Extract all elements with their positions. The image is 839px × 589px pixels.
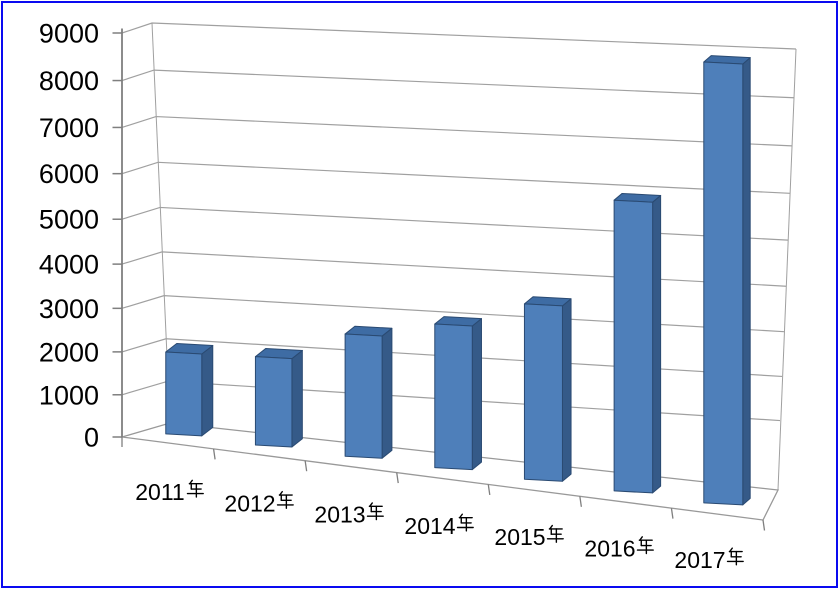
- x-tick-6: [670, 508, 674, 519]
- x-axis-label-2017年: 2017: [674, 547, 744, 573]
- bar-side-face: [742, 57, 751, 506]
- bar-2016年: [613, 192, 662, 494]
- y-axis-label-6000: 6000: [39, 159, 99, 189]
- bar-2012年: [254, 347, 303, 448]
- gridline-6000: [121, 161, 791, 194]
- bar-2013年: [344, 325, 393, 459]
- x-label-year-digits: 2012: [224, 490, 275, 516]
- x-axis-label-2012年: 2012: [224, 490, 294, 516]
- x-tick-1: [212, 448, 216, 460]
- bar-2015年: [523, 296, 572, 482]
- y-axis-label-9000: 9000: [39, 19, 99, 49]
- bar-front-face: [165, 351, 203, 437]
- bar-front-face: [523, 303, 563, 482]
- bar-side-face: [652, 194, 662, 494]
- bar-side-face: [381, 327, 393, 459]
- x-tick-2: [304, 460, 308, 472]
- bar-2014年: [434, 316, 482, 471]
- y-axis-label-4000: 4000: [39, 250, 99, 280]
- gridline-7000: [121, 115, 793, 147]
- x-axis-label-2011年: 2011: [135, 479, 204, 505]
- bar-front-face: [344, 333, 383, 459]
- y-axis-label-2000: 2000: [39, 337, 99, 367]
- x-label-year-digits: 2011: [135, 479, 184, 505]
- gridline-9000: [121, 22, 797, 50]
- bar-2017年: [703, 55, 751, 506]
- bar-front-face: [434, 323, 473, 471]
- bar-side-face: [291, 349, 303, 448]
- x-label-year-digits: 2013: [314, 502, 365, 528]
- y-axis-label-1000: 1000: [39, 380, 99, 410]
- x-tick-7: [762, 519, 766, 531]
- x-axis-label-2016年: 2016: [584, 536, 654, 562]
- y-axis-label-0: 0: [84, 423, 99, 453]
- x-axis-label-2014年: 2014: [404, 513, 474, 539]
- bar-side-face: [561, 298, 572, 482]
- bar-side-face: [201, 344, 214, 437]
- x-label-year-digits: 2016: [584, 536, 635, 562]
- bar-side-face: [471, 318, 482, 471]
- gridline-5000: [121, 206, 789, 241]
- x-label-year-digits: 2014: [404, 513, 455, 539]
- x-tick-3: [396, 472, 399, 484]
- y-axis-label-5000: 5000: [39, 205, 99, 235]
- bar-front-face: [254, 356, 293, 448]
- x-label-year-digits: 2015: [494, 524, 545, 550]
- x-axis-label-2013年: 2013: [314, 502, 384, 528]
- x-label-year-digits: 2017: [674, 547, 725, 573]
- wall-right-edge: [777, 48, 797, 491]
- bar-front-face: [703, 61, 744, 506]
- gridline-8000: [121, 69, 795, 99]
- x-tick-4: [487, 484, 491, 496]
- bar-2011年: [165, 342, 214, 437]
- bar-front-face: [613, 199, 654, 494]
- y-axis-label-3000: 3000: [39, 294, 99, 324]
- gridline-4000: [121, 251, 787, 287]
- y-axis-label-7000: 7000: [39, 113, 99, 143]
- chart-floor: [121, 422, 779, 521]
- x-axis-label-2015年: 2015: [494, 524, 564, 550]
- x-tick-5: [579, 496, 583, 507]
- y-axis-label-8000: 8000: [39, 66, 99, 96]
